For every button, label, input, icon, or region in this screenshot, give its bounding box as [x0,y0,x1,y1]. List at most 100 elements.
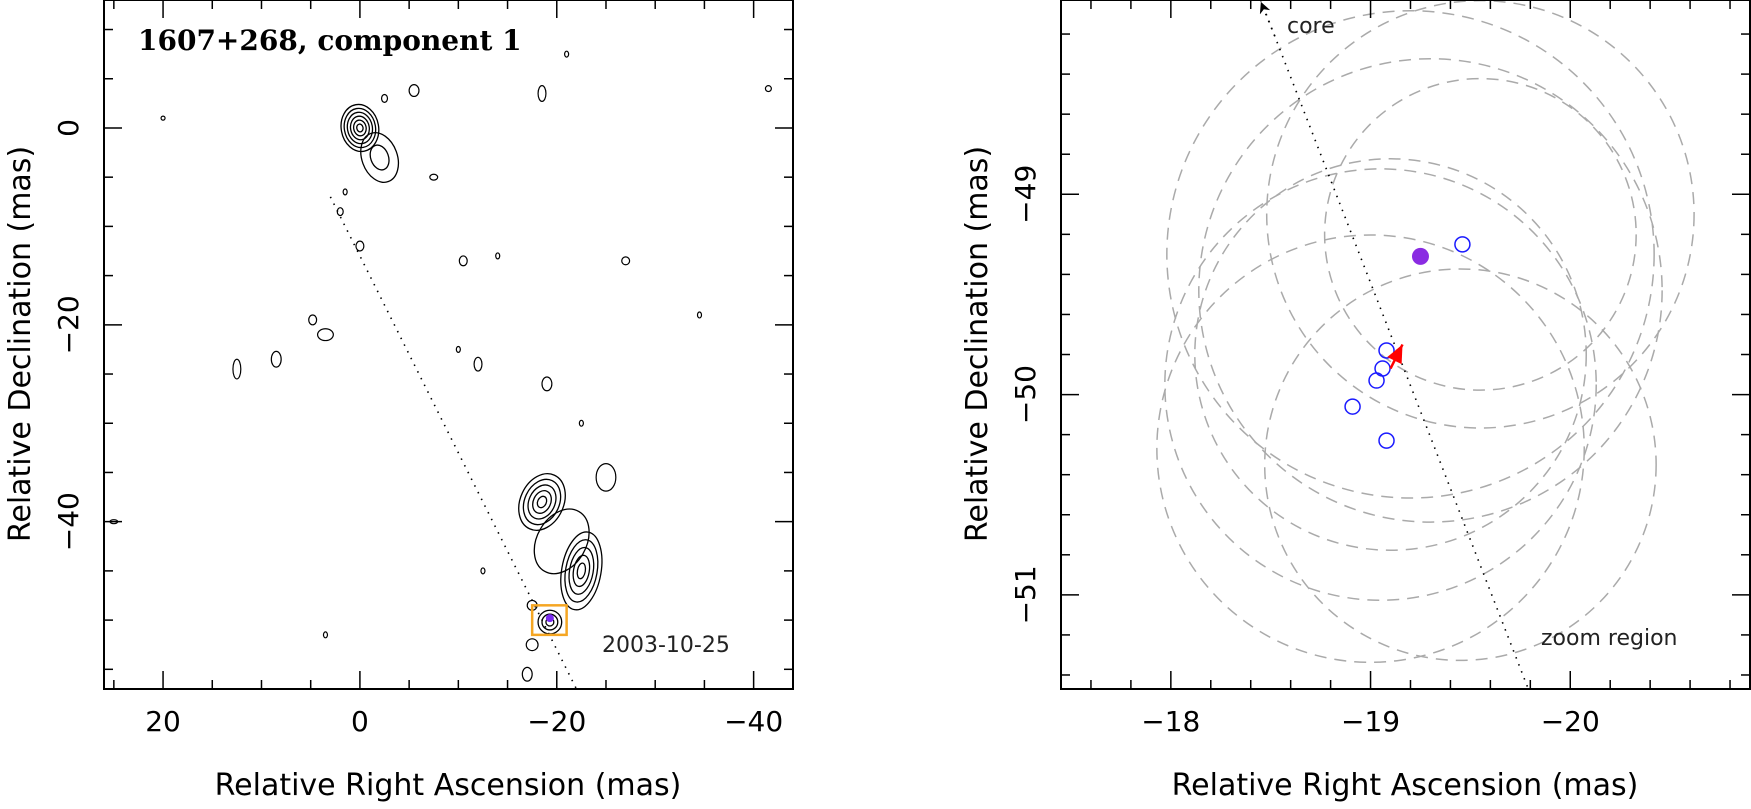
error-circle [1156,234,1585,664]
error-circle [1166,9,1655,499]
y-tick-label-left: 0 [52,119,85,137]
contour-component-south [560,531,603,611]
contour-core-tail [369,144,390,171]
contour-blob [595,462,617,492]
right-x-axis-label: Relative Right Ascension (mas) [1172,768,1639,803]
error-circle [1263,268,1657,662]
contour-blob [564,50,570,58]
right-tick-labels: −18 −19 −20 −49 −50 −51 [1009,165,1600,738]
contour-blob [336,207,344,217]
x-tick-label-right: −20 [1541,705,1600,738]
x-tick-label-left: 20 [145,705,181,738]
contour-noise-blobs [109,50,772,682]
contour-blob [355,240,365,252]
contour-blob [316,328,334,342]
x-tick-label-left: −40 [724,705,783,738]
contour-component-north [527,484,557,520]
position-points [1344,236,1471,449]
error-circle [1164,168,1597,601]
zoom-plot-area [1156,0,1695,689]
contour-blob [764,85,772,93]
zoom-panel: −18 −19 −20 −49 −50 −51 core zoom region Rela… [960,0,1751,803]
zoom-region-label: zoom region [1541,626,1677,651]
velocity-arrow [1387,343,1404,370]
left-tick-labels: 20 0 −20 −40 0 −20 −40 [52,119,783,738]
contour-map-plot-area [109,50,772,689]
contour-component-south [564,539,599,603]
contour-blob [270,350,282,368]
contour-blob [458,255,468,267]
contour-map-panel: 20 0 −20 −40 0 −20 −40 1607+268, component 1 2… [3,0,794,803]
error-circles [1156,0,1695,664]
contour-lines [340,103,603,635]
contour-component-north [522,478,562,526]
contour-blob [521,666,533,682]
contour-component-north [536,495,548,509]
contour-blob [342,188,348,196]
contour-component-north [532,490,552,514]
error-circle [1194,158,1587,551]
contour-blob [541,376,553,392]
contour-blob [696,311,703,319]
contour-blob [621,256,631,266]
contour-blob [495,252,501,260]
contour-core [352,119,367,137]
left-plot-frame [103,0,794,690]
observation-date: 2003-10-25 [602,633,730,658]
contour-blob [525,638,539,652]
position-point [1378,432,1395,449]
position-point [1454,236,1471,253]
contour-blob [480,567,486,575]
contour-core [340,103,380,153]
contour-blob [537,85,547,102]
right-plot-frame [1060,0,1751,690]
contour-blob [322,631,329,639]
contour-component-south [576,562,587,580]
y-tick-label-right: −49 [1009,165,1042,224]
x-tick-label-left: −20 [527,705,586,738]
contour-blob [578,419,584,427]
error-circle [1198,58,1663,523]
error-circle [1323,77,1637,391]
y-tick-label-left: −20 [52,295,85,354]
contour-blob [380,93,389,103]
trajectory-line [329,196,578,689]
contour-core-tail [360,132,400,183]
component-marker [545,614,554,623]
contour-core [349,115,370,141]
left-panel-title: 1607+268, component 1 [138,24,522,57]
contour-blob [429,173,439,181]
position-point-filled [1411,247,1429,265]
contour-blob [473,356,483,372]
contour-component-north [518,473,566,531]
core-label: core [1287,14,1335,39]
left-x-axis-label: Relative Right Ascension (mas) [215,768,682,803]
contour-component-bend [533,508,590,575]
contour-blob [232,358,242,380]
trajectory-line-zoom [1259,0,1530,689]
x-tick-label-right: −18 [1141,705,1200,738]
contour-blob [408,84,420,98]
zoom-box [530,604,568,637]
position-point [1344,398,1361,415]
x-tick-label-left: 0 [351,705,369,738]
left-y-axis-label: Relative Declination (mas) [3,146,38,542]
contour-core [356,123,364,133]
y-tick-label-left: −40 [52,492,85,551]
x-tick-label-right: −19 [1341,705,1400,738]
y-tick-label-right: −51 [1009,565,1042,624]
contour-component-south [572,554,591,588]
contour-blob [455,345,461,353]
left-axis-ticks [104,0,793,689]
y-tick-label-right: −50 [1009,365,1042,424]
contour-blob [160,115,166,121]
velocity-arrow-head [1387,344,1403,365]
contour-core [343,107,377,149]
core-direction-arrow [1259,1,1276,37]
right-axis-ticks [1061,0,1750,689]
position-point [1378,342,1395,359]
contour-blob [308,314,318,326]
position-point [1368,372,1385,389]
right-y-axis-label: Relative Declination (mas) [960,146,995,542]
